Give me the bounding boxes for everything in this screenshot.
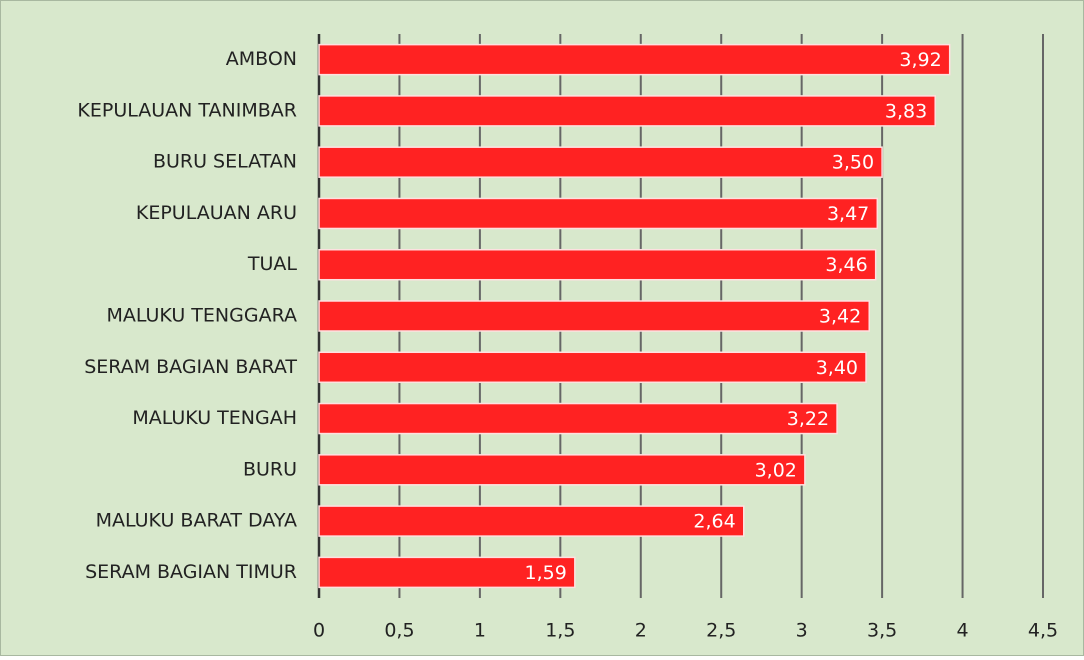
y-tick-label: KEPULAUAN TANIMBAR xyxy=(77,99,297,121)
data-label: 1,59 xyxy=(525,562,567,584)
bar xyxy=(318,505,745,537)
bar xyxy=(318,556,576,589)
y-tick-label: AMBON xyxy=(226,48,297,70)
x-tick-label: 0 xyxy=(313,620,325,642)
y-tick-label: BURU SELATAN xyxy=(153,151,297,173)
y-tick-label: TUAL xyxy=(247,253,298,275)
y-tick-label: SERAM BAGIAN BARAT xyxy=(84,356,297,378)
data-label: 3,22 xyxy=(787,408,829,430)
data-label: 3,46 xyxy=(825,254,867,276)
y-tick-label: SERAM BAGIAN TIMUR xyxy=(85,561,297,583)
data-label: 3,40 xyxy=(816,357,858,379)
y-tick-label: BURU xyxy=(243,458,297,480)
x-tick-label: 1 xyxy=(474,620,486,642)
data-label: 3,83 xyxy=(885,100,927,122)
bar xyxy=(318,454,806,486)
data-label: 3,42 xyxy=(819,306,861,328)
x-tick-label: 3 xyxy=(796,620,808,642)
bar xyxy=(318,197,879,230)
bar xyxy=(318,248,877,281)
data-label: 2,64 xyxy=(693,511,735,533)
bar xyxy=(318,43,951,76)
x-tick-label: 1,5 xyxy=(545,620,575,642)
bar xyxy=(318,146,883,178)
x-tick-label: 2 xyxy=(635,620,647,642)
x-tick-label: 3,5 xyxy=(867,620,897,642)
x-tick-label: 4,5 xyxy=(1028,620,1058,642)
data-label: 3,47 xyxy=(827,203,869,225)
data-label: 3,92 xyxy=(899,49,941,71)
y-tick-label: KEPULAUAN ARU xyxy=(136,202,297,224)
x-tick-label: 2,5 xyxy=(706,620,736,642)
y-tick-label: MALUKU TENGGARA xyxy=(106,305,297,327)
x-tick-label: 4 xyxy=(957,620,969,642)
y-tick-label: MALUKU TENGAH xyxy=(132,407,297,429)
bar xyxy=(318,95,936,127)
y-tick-label: MALUKU BARAT DAYA xyxy=(96,510,297,532)
data-label: 3,50 xyxy=(832,152,874,174)
data-label: 3,02 xyxy=(755,459,797,481)
bar xyxy=(318,402,838,435)
bar xyxy=(318,300,870,332)
x-tick-label: 0,5 xyxy=(384,620,414,642)
bar xyxy=(318,351,867,384)
